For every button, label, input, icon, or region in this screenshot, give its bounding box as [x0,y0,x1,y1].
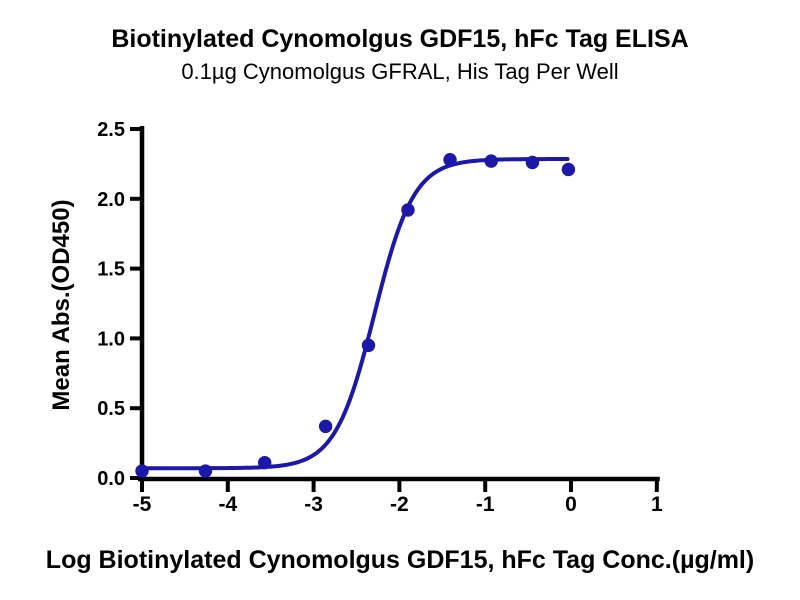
x-tick-label: 0 [565,493,577,516]
x-axis-label: Log Biotinylated Cynomolgus GDF15, hFc T… [45,546,755,574]
data-point [198,464,213,478]
y-tick-label: 0.5 [97,398,125,420]
y-tick-label: 1.0 [97,328,125,350]
data-point [525,155,540,170]
y-tick-label: 0.0 [97,468,125,490]
data-point [484,154,498,168]
x-tick-label: -3 [304,493,323,516]
data-point [401,203,415,217]
y-tick-label: 1.5 [97,259,125,281]
x-tick-label: -2 [390,493,409,516]
data-point [257,455,272,470]
y-tick-label: 2.5 [97,119,125,141]
data-point [443,153,457,167]
data-point [135,464,149,478]
chart-title: Biotinylated Cynomolgus GDF15, hFc Tag E… [111,25,689,53]
chart-subtitle: 0.1µg Cynomolgus GFRAL, His Tag Per Well [181,59,619,84]
x-tick-label: -5 [133,493,152,516]
x-tick-label: 1 [651,493,663,516]
data-point [318,419,333,434]
y-tick-label: 2.0 [97,189,125,211]
data-point [361,338,376,353]
x-tick-label: -1 [476,493,495,516]
data-point [561,162,576,177]
fit-curve [140,157,570,471]
x-tick-label: -4 [218,493,237,516]
